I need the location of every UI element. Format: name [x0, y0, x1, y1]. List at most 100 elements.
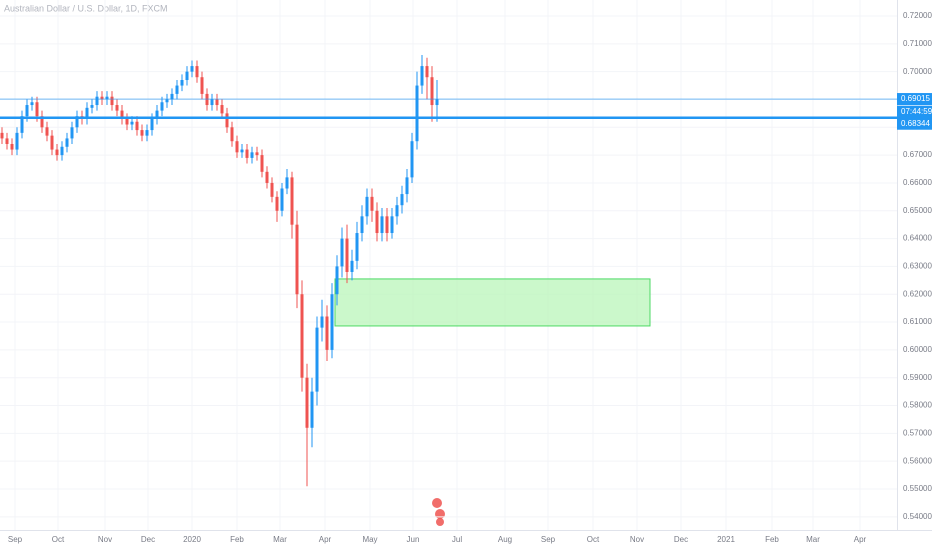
candle-body [30, 102, 34, 106]
y-tick-label: 0.70000 [903, 67, 932, 76]
candle-body [415, 85, 419, 142]
candle-body [0, 132, 4, 139]
candle-body [135, 121, 139, 131]
x-tick-label: Mar [273, 535, 287, 544]
candle-body [85, 107, 89, 119]
candle-body [75, 116, 79, 128]
demand-zone [334, 278, 651, 327]
candle-body [435, 99, 439, 106]
price-label-box [897, 105, 932, 130]
candle-body [350, 260, 354, 272]
candle-body [230, 127, 234, 142]
candle-body [325, 316, 329, 350]
candle-body [155, 110, 159, 119]
candle-body [290, 177, 294, 225]
y-tick-label: 0.59000 [903, 373, 932, 382]
x-tick-label: Oct [587, 535, 600, 544]
x-tick-label: Feb [230, 535, 244, 544]
candle-body [285, 177, 289, 189]
price-label: 0.69015 [901, 94, 930, 103]
candle-body [225, 113, 229, 128]
candle-body [260, 155, 264, 172]
x-tick-label: Sep [8, 535, 23, 544]
candle-body [250, 152, 254, 158]
x-tick-label: 2020 [183, 535, 201, 544]
candle-body [370, 196, 374, 211]
price-label: 0.68344 [901, 119, 930, 128]
candle-body [20, 116, 24, 133]
candle-body [130, 121, 134, 125]
y-tick-label: 0.54000 [903, 512, 932, 521]
y-tick-label: 0.55000 [903, 484, 932, 493]
price-label-box [897, 93, 932, 106]
candle-body [10, 143, 14, 150]
candle-body [110, 96, 114, 106]
candle-body [160, 102, 164, 111]
candle-body [195, 66, 199, 78]
candle-body [45, 127, 49, 136]
candle-body [125, 118, 129, 125]
countdown-label: 07:44:59 [901, 107, 932, 116]
candle-body [65, 138, 69, 147]
x-tick-label: Jul [452, 535, 462, 544]
candle-body [335, 266, 339, 295]
candle-body [365, 196, 369, 217]
x-tick-label: Mar [806, 535, 820, 544]
y-tick-label: 0.63000 [903, 262, 932, 271]
candle-body [430, 77, 434, 106]
candle-body [375, 210, 379, 234]
candle-body [210, 99, 214, 106]
x-tick-label: Apr [854, 535, 867, 544]
candle-body [355, 233, 359, 261]
candle-body [385, 216, 389, 234]
y-tick-label: 0.72000 [903, 11, 932, 20]
y-tick-label: 0.71000 [903, 39, 932, 48]
candle-body [60, 146, 64, 156]
candle-body [70, 127, 74, 139]
candle-body [200, 77, 204, 94]
candle-body [120, 110, 124, 119]
candle-body [100, 96, 104, 100]
candle-body [35, 102, 39, 117]
candle-body [380, 216, 384, 234]
candle-body [235, 141, 239, 153]
y-tick-label: 0.62000 [903, 289, 932, 298]
candle-body [345, 238, 349, 272]
candle-body [145, 130, 149, 136]
x-tick-label: Apr [319, 535, 332, 544]
candle-body [360, 216, 364, 234]
candle-body [425, 66, 429, 78]
candle-body [300, 294, 304, 378]
y-tick-label: 0.58000 [903, 401, 932, 410]
candle-body [190, 66, 194, 72]
x-tick-label: Dec [141, 535, 155, 544]
y-tick-label: 0.56000 [903, 456, 932, 465]
x-tick-label: Aug [498, 535, 512, 544]
y-tick-label: 0.64000 [903, 234, 932, 243]
x-tick-label: Nov [630, 535, 644, 544]
candle-body [150, 118, 154, 131]
candle-body [270, 182, 274, 197]
candle-body [50, 135, 54, 150]
y-tick-label: 0.66000 [903, 178, 932, 187]
y-tick-label: 0.67000 [903, 150, 932, 159]
chart-title: Australian Dollar / U.S. Dollar, 1D, FXC… [4, 3, 168, 13]
x-tick-label: Dec [674, 535, 688, 544]
candle-body [280, 188, 284, 211]
x-tick-label: Oct [52, 535, 65, 544]
y-tick-label: 0.60000 [903, 345, 932, 354]
x-tick-label: 2021 [717, 535, 735, 544]
candle-body [185, 71, 189, 80]
candle-body [40, 116, 44, 128]
candle-body [205, 93, 209, 106]
candle-body [330, 294, 334, 350]
candle-body [115, 105, 119, 111]
x-tick-label: May [362, 535, 377, 544]
candle-body [180, 79, 184, 86]
x-tick-label: Feb [765, 535, 779, 544]
candle-body [400, 194, 404, 206]
y-tick-label: 0.65000 [903, 206, 932, 215]
